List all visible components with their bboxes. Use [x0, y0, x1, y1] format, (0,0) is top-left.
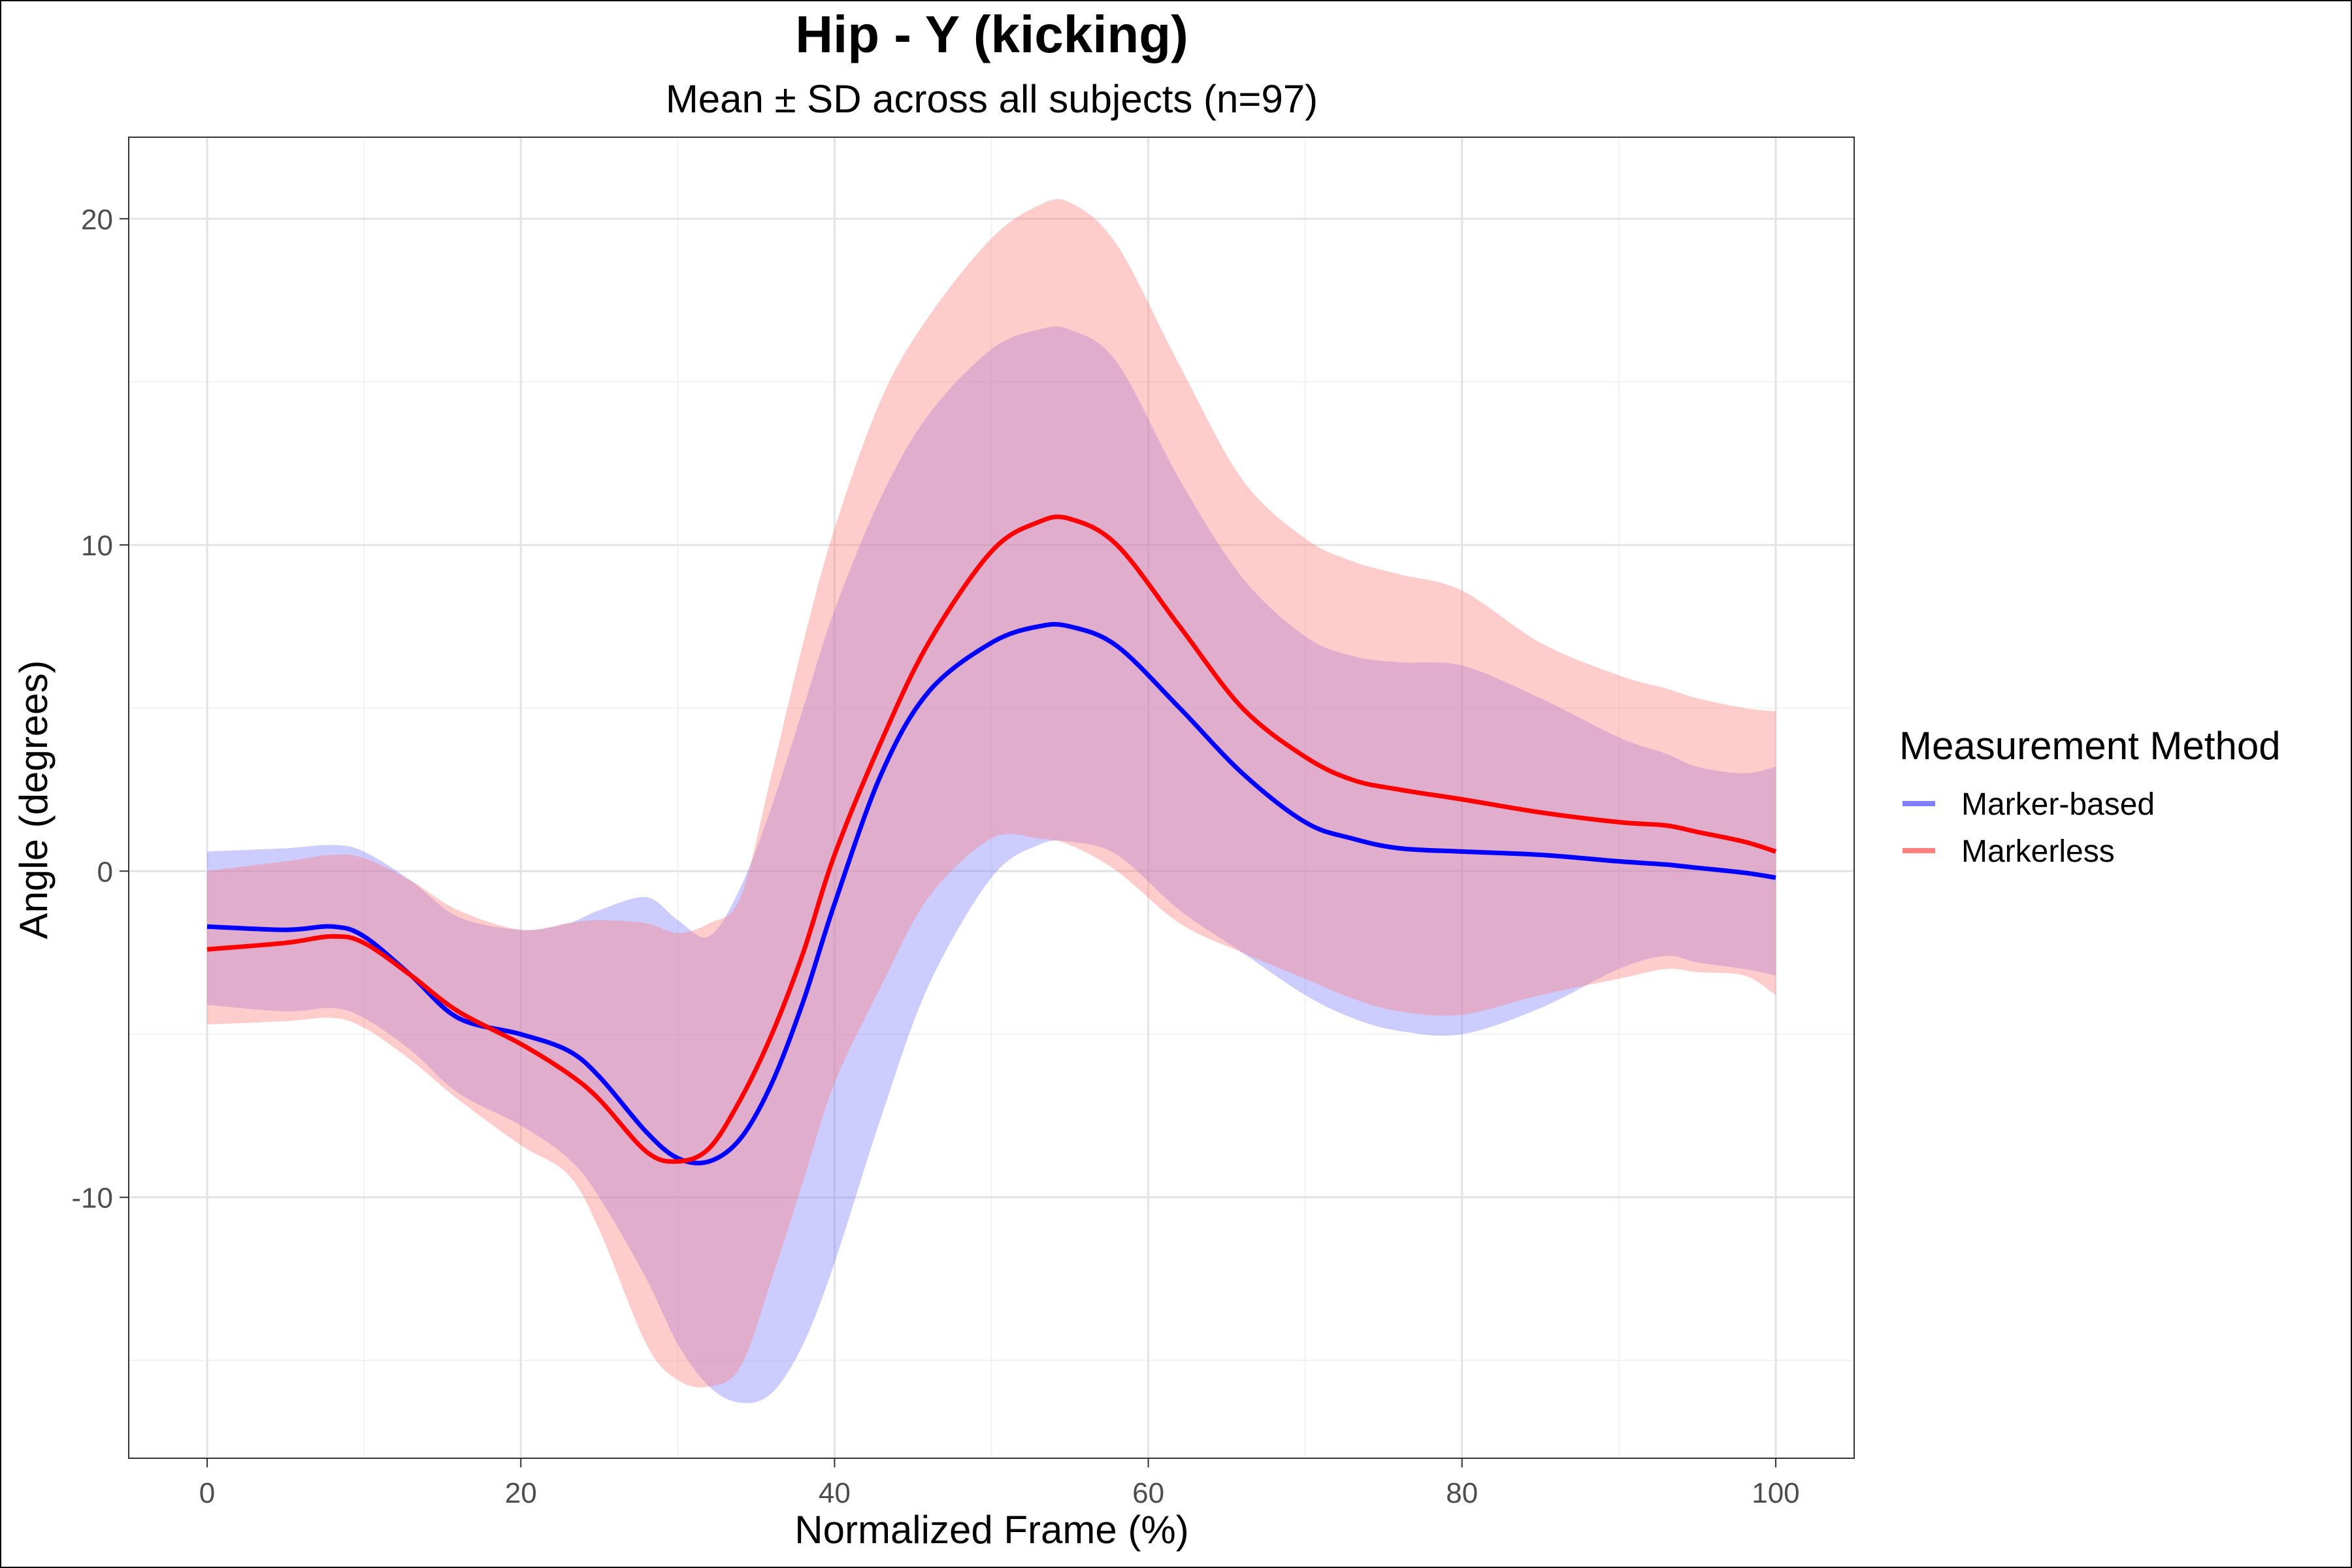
y-tick-label: 0: [97, 856, 113, 888]
x-tick-label: 100: [1752, 1477, 1799, 1509]
chart-subtitle: Mean ± SD across all subjects (n=97): [666, 77, 1318, 121]
x-axis-title: Normalized Frame (%): [794, 1508, 1188, 1552]
mean-line-marker-based: [206, 621, 1776, 1166]
plot-panel-border: [128, 137, 1855, 1459]
minor-gridlines: [129, 137, 1854, 1458]
sd-band-marker-based: [207, 326, 1776, 1403]
x-tick-label: 80: [1446, 1477, 1478, 1509]
legend-title: Measurement Method: [1899, 724, 2281, 768]
x-tick-label: 0: [199, 1477, 215, 1509]
mean-line-markerless: [206, 514, 1777, 1164]
chart-title: Hip - Y (kicking): [795, 5, 1188, 63]
y-tick-label: 20: [81, 204, 113, 236]
axis-ticks: 0 20 40 60 80 100 -10 0 10 20: [71, 204, 1799, 1509]
mean-lines: [206, 514, 1777, 1166]
x-tick-label: 60: [1132, 1477, 1164, 1509]
legend: Measurement Method Marker-based Markerle…: [1899, 724, 2281, 869]
y-tick-label: 10: [81, 530, 113, 562]
y-tick-label: -10: [71, 1183, 113, 1215]
legend-label-markerless: Markerless: [1961, 834, 2115, 869]
x-tick-label: 20: [505, 1477, 537, 1509]
legend-label-marker-based: Marker-based: [1961, 787, 2155, 822]
sd-band-markerless: [207, 199, 1776, 1388]
y-axis-title: Angle (degrees): [12, 661, 56, 939]
sd-bands: [207, 199, 1776, 1403]
x-tick-label: 40: [819, 1477, 851, 1509]
